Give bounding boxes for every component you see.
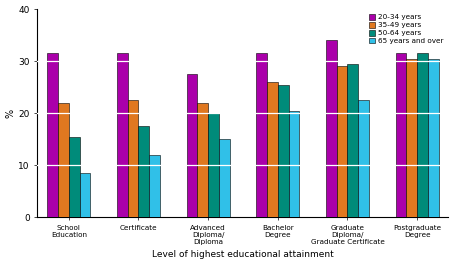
- Bar: [187, 74, 197, 217]
- Bar: [278, 85, 289, 217]
- Legend: 20-34 years, 35-49 years, 50-64 years, 65 years and over: 20-34 years, 35-49 years, 50-64 years, 6…: [367, 13, 445, 45]
- Bar: [197, 103, 208, 217]
- Bar: [58, 103, 69, 217]
- Bar: [256, 53, 267, 217]
- Bar: [289, 111, 299, 217]
- Y-axis label: %: %: [5, 109, 15, 118]
- Bar: [117, 53, 128, 217]
- Bar: [326, 40, 337, 217]
- Bar: [417, 53, 428, 217]
- X-axis label: Level of highest educational attainment: Level of highest educational attainment: [152, 250, 334, 259]
- Bar: [219, 139, 230, 217]
- Bar: [395, 53, 406, 217]
- Bar: [138, 126, 149, 217]
- Bar: [267, 82, 278, 217]
- Bar: [347, 64, 358, 217]
- Bar: [428, 59, 439, 217]
- Bar: [128, 100, 138, 217]
- Bar: [358, 100, 369, 217]
- Bar: [149, 155, 160, 217]
- Bar: [47, 53, 58, 217]
- Bar: [337, 66, 347, 217]
- Bar: [208, 113, 219, 217]
- Bar: [79, 173, 90, 217]
- Bar: [406, 59, 417, 217]
- Bar: [69, 136, 79, 217]
